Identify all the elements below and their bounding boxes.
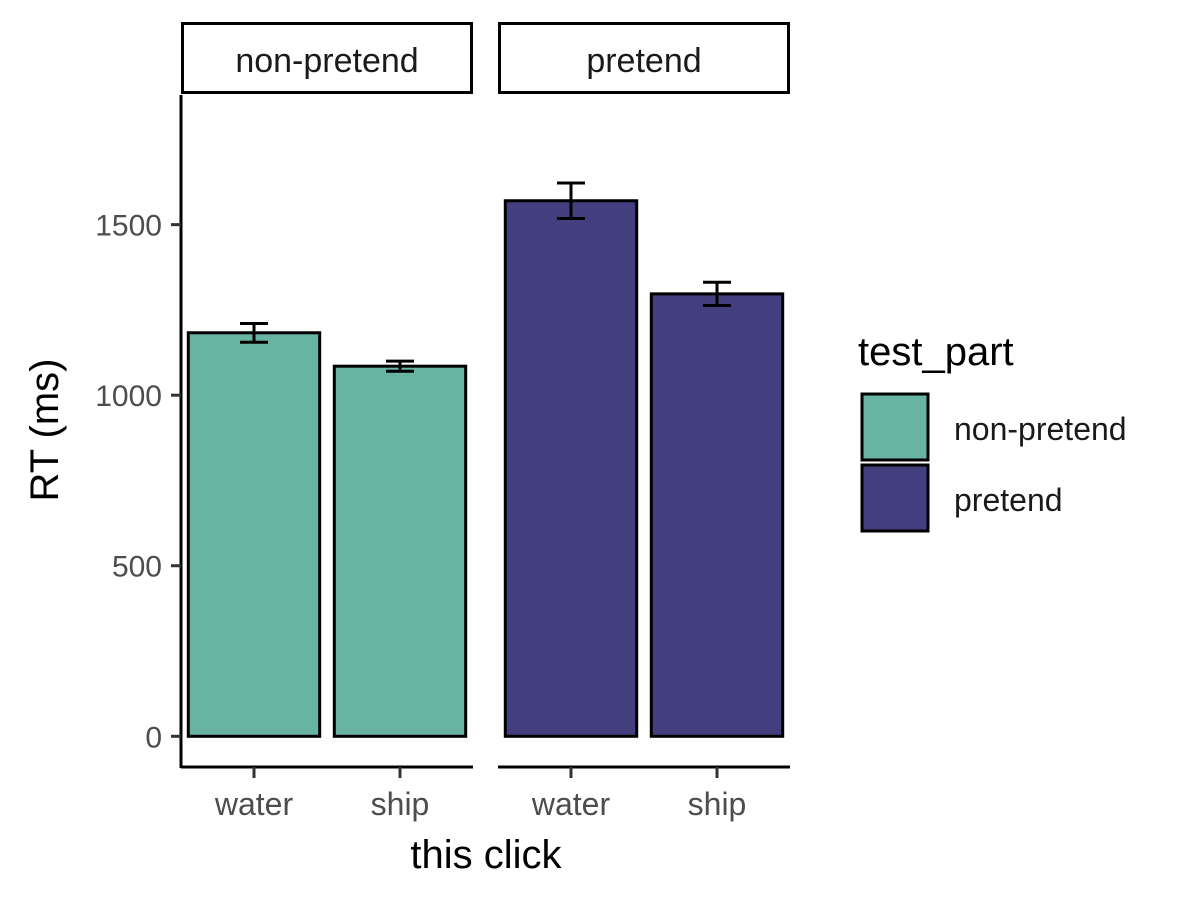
y-tick-label: 500	[112, 551, 162, 584]
bar-non-pretend-water	[186, 331, 322, 738]
legend-swatch-pretend	[860, 463, 930, 533]
x-axis-title: this click	[410, 833, 562, 877]
x-tick-label: ship	[688, 786, 747, 822]
error-bar-pretend-ship	[703, 280, 731, 307]
legend-label-pretend: pretend	[954, 482, 1063, 518]
error-bar-pretend-water	[557, 181, 585, 220]
x-tick-label: water	[214, 786, 294, 822]
facet-strip-label: non-pretend	[235, 42, 418, 80]
bar-non-pretend-ship	[332, 364, 468, 738]
y-tick-label: 1000	[95, 380, 162, 413]
legend-title: test_part	[858, 330, 1014, 374]
error-bar-non-pretend-ship	[386, 359, 414, 373]
legend-swatch-non-pretend	[860, 392, 930, 462]
bar-pretend-water	[503, 199, 639, 738]
bar-pretend-ship	[649, 292, 785, 738]
y-tick-label: 1500	[95, 210, 162, 243]
x-tick-label: ship	[371, 786, 430, 822]
y-tick-label: 0	[145, 721, 162, 754]
x-tick-label: water	[531, 786, 611, 822]
error-bar-non-pretend-water	[240, 322, 268, 344]
legend-label-non-pretend: non-pretend	[954, 411, 1127, 447]
facet-strip-label: pretend	[586, 42, 701, 80]
facet-strip-non-pretend	[181, 22, 473, 94]
y-axis-title: RT (ms)	[23, 359, 67, 502]
facet-strip-pretend	[498, 22, 790, 94]
